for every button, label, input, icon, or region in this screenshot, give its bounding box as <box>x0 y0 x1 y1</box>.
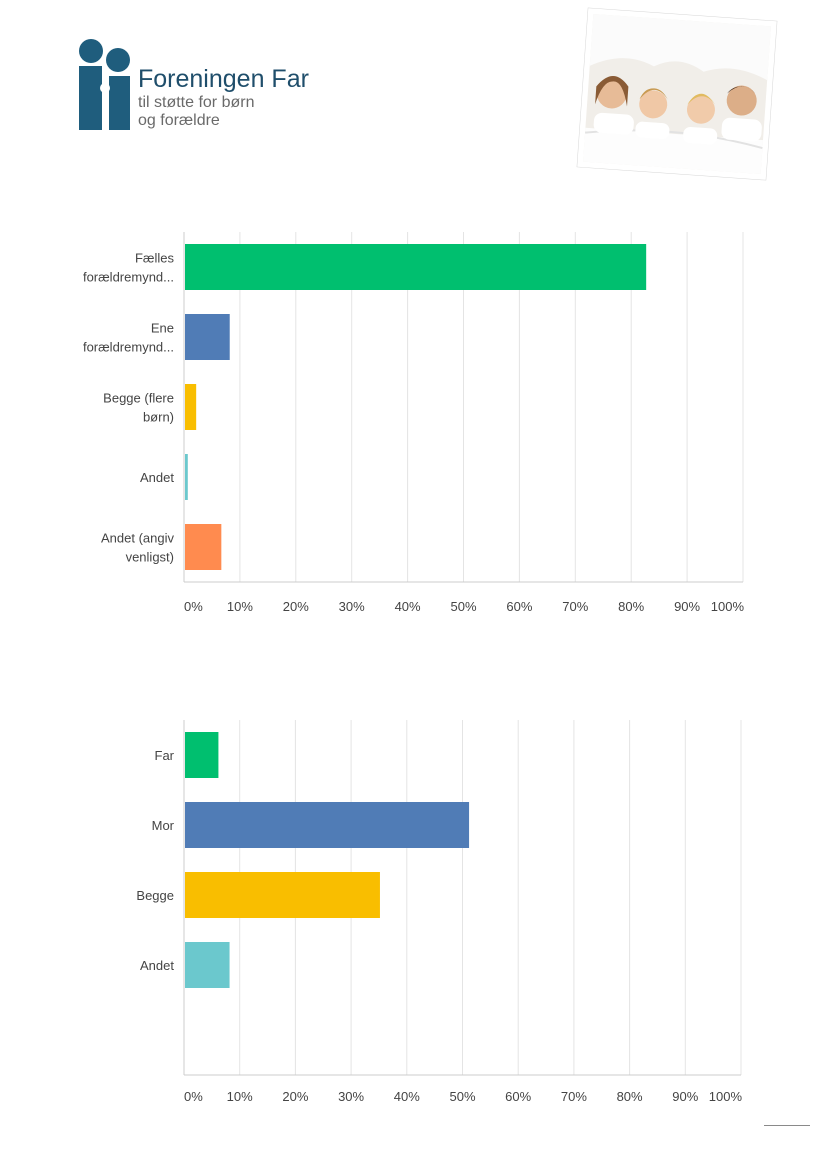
category-label-0: Far <box>155 748 175 763</box>
category-label-line: Andet <box>140 470 174 485</box>
category-label-3: Andet <box>140 958 174 973</box>
category-label-line: børn) <box>143 410 174 425</box>
category-label-0: Fælles forældremynd... <box>83 251 175 285</box>
foreningen-far-logo-icon <box>79 39 130 130</box>
x-tick-label-6: 60% <box>506 599 532 614</box>
x-tick-label-7: 70% <box>561 1089 587 1104</box>
category-label-line: Andet <box>140 958 174 973</box>
family-photo <box>576 7 778 181</box>
bar-2 <box>185 384 197 430</box>
organization-tagline-2: og forældre <box>138 112 220 129</box>
category-label-2: Begge (flere børn) <box>103 391 174 425</box>
custody-bar-chart: Fælles forældremynd... Ene forældremynd... B… <box>0 225 826 625</box>
x-tick-label-10: 100% <box>709 1089 743 1104</box>
logo-wordmark: Foreningen Far til støtte for børn og fo… <box>138 64 309 130</box>
bar-1 <box>185 314 230 360</box>
category-label-line: Fælles <box>135 251 175 266</box>
bar-0 <box>185 244 647 290</box>
x-tick-label-3: 30% <box>339 599 365 614</box>
x-tick-label-2: 20% <box>283 599 309 614</box>
x-tick-label-7: 70% <box>562 599 588 614</box>
x-tick-label-10: 100% <box>711 599 745 614</box>
x-tick-label-8: 80% <box>617 1089 643 1104</box>
category-label-line: Begge <box>136 888 174 903</box>
organization-name: Foreningen Far <box>138 65 309 93</box>
x-tick-label-4: 40% <box>395 599 421 614</box>
category-label-line: forældremynd... <box>83 270 174 285</box>
bar-2 <box>185 872 380 918</box>
x-tick-label-5: 50% <box>450 599 476 614</box>
x-tick-label-0: 0% <box>184 1089 203 1104</box>
footer-rule <box>764 1125 810 1126</box>
bar-3 <box>185 942 230 988</box>
category-label-3: Andet <box>140 470 174 485</box>
category-label-1: Ene forældremynd... <box>83 321 174 355</box>
residence-bar-chart-svg: Far Mor Begge Andet 0% 10% 20% 30% 40% 50% 60% 70% 8… <box>136 720 743 1104</box>
category-label-4: Andet (angiv venligst) <box>101 531 174 565</box>
category-label-2: Begge <box>136 888 174 903</box>
residence-bar-chart: Far Mor Begge Andet 0% 10% 20% 30% 40% 50% 60% 70% 8… <box>0 715 826 1115</box>
page-header: Foreningen Far til støtte for børn og fo… <box>0 0 826 200</box>
x-tick-label-1: 10% <box>227 599 253 614</box>
x-tick-label-4: 40% <box>394 1089 420 1104</box>
x-tick-label-8: 80% <box>618 599 644 614</box>
x-tick-label-6: 60% <box>505 1089 531 1104</box>
category-label-line: Begge (flere <box>103 391 174 406</box>
category-label-1: Mor <box>152 818 175 833</box>
x-tick-label-1: 10% <box>227 1089 253 1104</box>
category-label-line: Far <box>155 748 175 763</box>
category-label-line: Andet (angiv <box>101 531 174 546</box>
category-label-line: forældremynd... <box>83 340 174 355</box>
x-tick-label-9: 90% <box>672 1089 698 1104</box>
x-tick-label-9: 90% <box>674 599 700 614</box>
x-tick-label-2: 20% <box>282 1089 308 1104</box>
bar-0 <box>185 732 219 778</box>
bar-3 <box>185 454 188 500</box>
category-label-line: venligst) <box>126 550 174 565</box>
category-label-line: Mor <box>152 818 175 833</box>
organization-tagline-1: til støtte for børn <box>138 94 255 111</box>
x-tick-label-0: 0% <box>184 599 203 614</box>
x-tick-label-5: 50% <box>449 1089 475 1104</box>
category-label-line: Ene <box>151 321 174 336</box>
x-tick-label-3: 30% <box>338 1089 364 1104</box>
bar-1 <box>185 802 470 848</box>
custody-bar-chart-svg: Fælles forældremynd... Ene forældremynd... B… <box>83 232 745 614</box>
bar-4 <box>185 524 222 570</box>
